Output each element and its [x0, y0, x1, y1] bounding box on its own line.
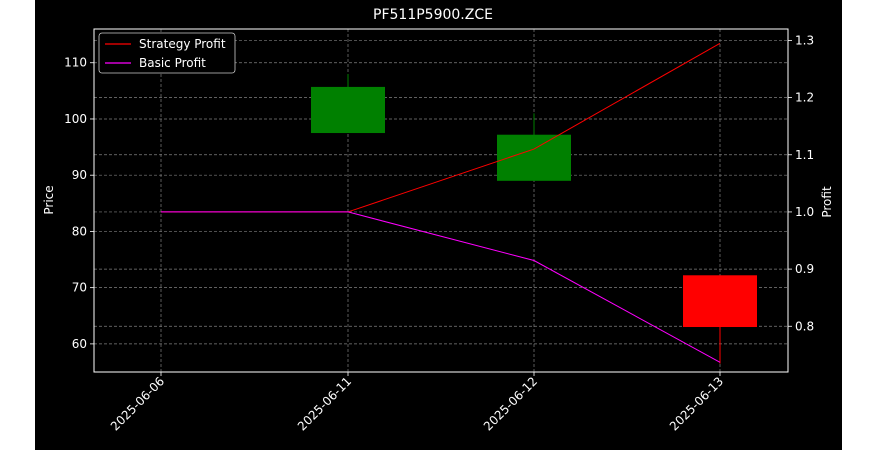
legend-box: [98, 32, 236, 74]
tick-label-left-60: 60: [72, 337, 87, 351]
chart-title: PF511P5900.ZCE: [373, 7, 493, 23]
tick-label-right-0.9: 0.9: [795, 262, 814, 276]
tick-label-right-1.2: 1.2: [795, 91, 814, 105]
legend-label-strategy: Strategy Profit: [139, 37, 226, 51]
tick-label-right-1.3: 1.3: [795, 33, 814, 47]
tick-label-left-70: 70: [72, 281, 87, 295]
candle-body-2025-06-13: [683, 275, 757, 328]
left-axis-ticks: 60 70 80 90 100 110: [64, 56, 94, 351]
tick-label-right-1: 1.0: [795, 205, 814, 219]
tick-label-x-3: 2025-06-13: [667, 374, 726, 433]
tick-label-left-80: 80: [72, 224, 87, 238]
tick-label-left-90: 90: [72, 168, 87, 182]
series-line-1: [161, 211, 721, 363]
tick-label-x-0: 2025-06-06: [108, 374, 167, 433]
right-axis-label: Profit: [820, 186, 834, 218]
tick-label-left-100: 100: [64, 112, 87, 126]
x-axis-ticks: 2025-06-06 2025-06-11 2025-06-12 2025-06-13: [108, 372, 726, 433]
chart-canvas: PF511P5900.ZCE 60 70 80 90 100 110 0.8 0.9 1.0 1…: [42, 7, 834, 433]
legend-label-basic: Basic Profit: [139, 56, 206, 70]
tick-label-x-2: 2025-06-12: [481, 374, 540, 433]
chart-figure: PF511P5900.ZCE 60 70 80 90 100 110 0.8 0.9 1.0 1…: [35, 0, 842, 450]
tick-label-right-1.1: 1.1: [795, 148, 814, 162]
tick-label-left-110: 110: [64, 56, 87, 70]
profit-lines: [161, 42, 721, 363]
right-axis-ticks: 0.8 0.9 1.0 1.1 1.2 1.3: [788, 33, 814, 333]
series-line-0: [161, 42, 721, 213]
legend: Strategy Profit Basic Profit: [98, 32, 236, 74]
candle-body-2025-06-11: [311, 86, 385, 134]
left-axis-label: Price: [42, 185, 56, 214]
plot-frame: [93, 28, 789, 373]
tick-label-x-1: 2025-06-11: [295, 374, 354, 433]
tick-label-right-0.8: 0.8: [795, 319, 814, 333]
